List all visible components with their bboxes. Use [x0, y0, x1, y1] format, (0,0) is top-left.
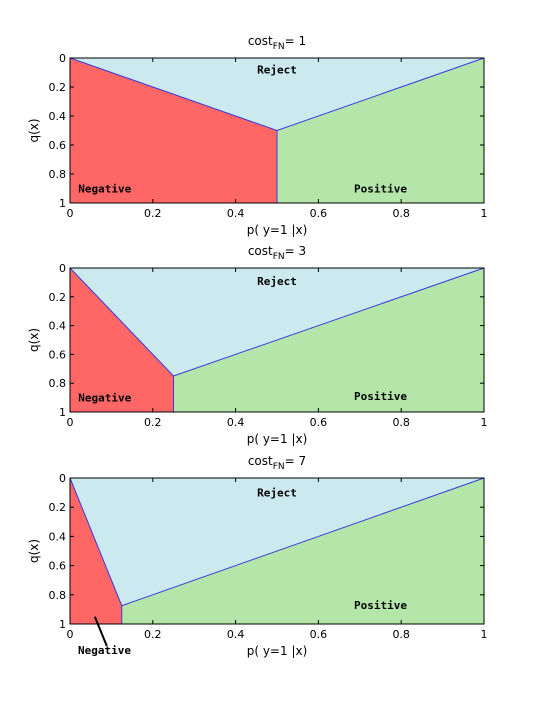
subplot-title: costFN= 1: [248, 34, 306, 52]
region-reject: [70, 58, 484, 131]
region-reject: [70, 478, 484, 606]
y-axis-label: q(x): [27, 118, 41, 142]
region-label-positive: Positive: [354, 599, 407, 612]
region-label-reject: Reject: [257, 64, 297, 77]
x-tick-label: 0.6: [310, 416, 328, 429]
x-tick-label: 0.4: [227, 416, 245, 429]
axes-frame: [69, 267, 485, 413]
x-tick-label: 0.8: [392, 416, 410, 429]
y-tick-label: 0.8: [49, 589, 67, 602]
y-tick-label: 0.6: [49, 348, 67, 361]
annotation-label: Negative: [78, 644, 131, 657]
region-positive: [121, 478, 485, 624]
region-label-reject: Reject: [257, 487, 297, 500]
title-prefix: cost: [248, 34, 273, 48]
boundary-negative-reject: [69, 477, 123, 606]
subplot-3: 0 0.2 0.4 0.6 0.8 100.20.40.60.81p( y=1 |x)q(…: [27, 454, 488, 658]
y-tick-label: 0.4: [49, 320, 67, 333]
x-tick-label: 0: [67, 628, 74, 641]
x-tick-label: 0.6: [310, 628, 328, 641]
region-label-reject: Reject: [257, 275, 297, 288]
x-axis-label: p( y=1 |x): [247, 432, 308, 446]
subplot-title: costFN= 3: [248, 244, 306, 262]
subplot-title: costFN= 7: [248, 454, 306, 472]
y-axis-label: q(x): [27, 539, 41, 563]
x-tick-label: 0.6: [310, 207, 328, 220]
region-label-positive: Positive: [354, 390, 407, 403]
boundary-positive-reject: [121, 477, 485, 607]
x-tick-label: 1: [481, 628, 488, 641]
x-tick-label: 0.2: [144, 416, 162, 429]
x-tick-label: 0.2: [144, 207, 162, 220]
y-tick-label: 0.2: [49, 291, 67, 304]
x-tick-label: 0: [67, 207, 74, 220]
title-value: = 1: [285, 34, 307, 48]
x-axis-label: p( y=1 |x): [247, 644, 308, 658]
y-tick-label: 0.6: [49, 139, 67, 152]
axes-frame: [69, 477, 485, 625]
title-subscript: FN: [273, 462, 285, 472]
y-tick-label: 0: [59, 262, 66, 275]
region-label-positive: Positive: [354, 183, 407, 196]
region-negative: [70, 58, 277, 203]
y-tick-label: 0: [59, 52, 66, 65]
region-label-negative: Negative: [78, 183, 131, 196]
region-positive: [173, 268, 484, 412]
y-tick-label: 0.6: [49, 560, 67, 573]
y-tick-label: 1: [59, 618, 66, 631]
title-prefix: cost: [248, 244, 273, 258]
title-prefix: cost: [248, 454, 273, 468]
y-tick-label: 1: [59, 197, 66, 210]
annotation-pointer: [93, 616, 108, 647]
x-tick-label: 0.4: [227, 628, 245, 641]
axes-frame: [69, 57, 485, 204]
x-tick-label: 1: [481, 207, 488, 220]
title-subscript: FN: [273, 252, 285, 262]
y-tick-label: 0.8: [49, 168, 67, 181]
x-tick-label: 0: [67, 416, 74, 429]
region-negative: [70, 268, 174, 412]
y-tick-label: 0: [59, 472, 66, 485]
subplot-1: 0 0.2 0.4 0.6 0.8 100.20.40.60.81p( y=1 |x)q(…: [27, 34, 488, 237]
y-axis-label: q(x): [27, 328, 41, 352]
y-tick-label: 0.4: [49, 530, 67, 543]
x-tick-label: 0.8: [392, 207, 410, 220]
region-label-negative: Negative: [78, 392, 131, 405]
region-negative: [70, 478, 122, 624]
x-tick-label: 0.2: [144, 628, 162, 641]
title-value: = 7: [285, 454, 307, 468]
region-positive: [277, 58, 484, 203]
y-tick-label: 0.8: [49, 377, 67, 390]
y-tick-label: 0.4: [49, 110, 67, 123]
title-subscript: FN: [273, 42, 285, 52]
y-tick-label: 0.2: [49, 501, 67, 514]
y-tick-label: 1: [59, 406, 66, 419]
region-reject: [70, 268, 484, 376]
x-tick-label: 0.8: [392, 628, 410, 641]
x-tick-label: 1: [481, 416, 488, 429]
boundary-negative-reject: [69, 267, 174, 377]
boundary-positive-reject: [276, 57, 485, 131]
boundary-negative-reject: [69, 57, 278, 131]
x-tick-label: 0.4: [227, 207, 245, 220]
boundary-positive-reject: [173, 267, 485, 377]
subplot-2: 0 0.2 0.4 0.6 0.8 100.20.40.60.81p( y=1 |x)q(…: [27, 244, 488, 446]
title-value: = 3: [285, 244, 307, 258]
y-tick-label: 0.2: [49, 81, 67, 94]
x-axis-label: p( y=1 |x): [247, 223, 308, 237]
